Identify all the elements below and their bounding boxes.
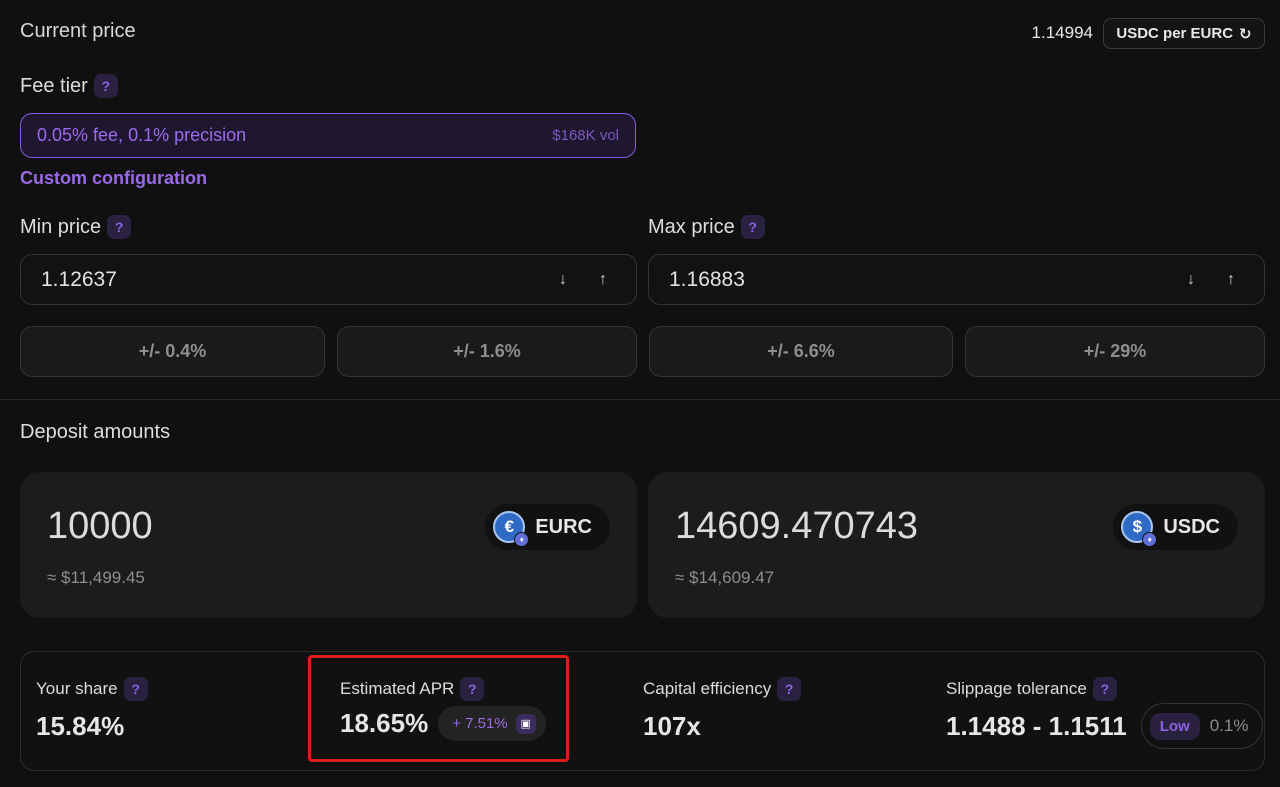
unit-toggle-button[interactable]: USDC per EURC ↻	[1103, 18, 1265, 49]
deposit-usd-value: ≈ $11,499.45	[47, 568, 145, 587]
current-price-label: Current price	[20, 20, 136, 42]
help-icon[interactable]: ?	[777, 677, 802, 701]
max-price-input[interactable]: 1.16883 ↓ ↑	[648, 254, 1265, 305]
fee-tier-heading: Fee tier ?	[20, 74, 118, 98]
deposit-card-eurc: 10000 ≈ $11,499.45 € ♦ EURC	[20, 472, 637, 618]
token-symbol: USDC	[1163, 515, 1220, 538]
help-icon[interactable]: ?	[740, 215, 765, 239]
estimated-apr-label: Estimated APR	[340, 679, 455, 698]
capital-efficiency-stat: Capital efficiency ? 107x	[643, 677, 802, 742]
deposit-amount-input[interactable]: 10000	[47, 505, 153, 547]
token-selector-usdc[interactable]: $ ♦ USDC	[1113, 504, 1238, 550]
your-share-stat: Your share ? 15.84%	[36, 677, 148, 742]
help-icon[interactable]: ?	[107, 215, 132, 239]
robot-icon: ▣	[515, 713, 536, 734]
min-price-input[interactable]: 1.12637 ↓ ↑	[20, 254, 637, 305]
arrow-up-icon[interactable]: ↑	[1227, 270, 1235, 288]
apr-boost-badge[interactable]: + 7.51% ▣	[438, 706, 546, 741]
help-icon[interactable]: ?	[123, 677, 148, 701]
eurc-token-icon: € ♦	[493, 511, 530, 547]
estimated-apr-value: 18.65%	[340, 708, 429, 738]
slippage-level-badge: Low	[1149, 712, 1200, 740]
apr-highlight-box	[308, 655, 569, 762]
range-preset-button[interactable]: +/- 29%	[965, 326, 1265, 377]
section-divider	[0, 399, 1280, 400]
range-preset-button[interactable]: +/- 0.4%	[20, 326, 325, 377]
max-price-label: Max price	[648, 215, 735, 238]
min-price-label: Min price	[20, 215, 102, 238]
slippage-range-value: 1.1488 - 1.1511	[946, 710, 1127, 741]
token-selector-eurc[interactable]: € ♦ EURC	[485, 504, 610, 550]
slippage-tolerance-stat: Slippage tolerance ? 1.1488 - 1.1511 Low…	[946, 677, 1264, 749]
ethereum-badge-icon: ♦	[514, 532, 530, 547]
deposit-card-usdc: 14609.470743 ≈ $14,609.47 $ ♦ USDC	[648, 472, 1265, 618]
deposit-usd-value: ≈ $14,609.47	[675, 568, 775, 587]
position-stats-panel	[20, 651, 1265, 771]
fee-tier-volume: $168K vol	[552, 127, 619, 144]
refresh-icon: ↻	[1239, 25, 1252, 43]
fee-tier-selector[interactable]: 0.05% fee, 0.1% precision $168K vol	[20, 113, 636, 158]
capital-efficiency-value: 107x	[643, 711, 701, 741]
range-preset-button[interactable]: +/- 6.6%	[649, 326, 953, 377]
token-symbol: EURC	[535, 515, 592, 538]
estimated-apr-stat: Estimated APR ? 18.65% + 7.51% ▣	[340, 677, 546, 741]
current-price-value: 1.14994	[1031, 23, 1093, 42]
your-share-label: Your share	[36, 679, 118, 698]
help-icon[interactable]: ?	[1092, 677, 1117, 701]
max-price-value[interactable]: 1.16883	[669, 267, 745, 291]
max-price-heading: Max price ?	[648, 215, 765, 239]
min-price-heading: Min price ?	[20, 215, 132, 239]
fee-tier-label: Fee tier	[20, 74, 88, 97]
custom-configuration-link[interactable]: Custom configuration	[20, 168, 207, 188]
deposit-amounts-heading: Deposit amounts	[20, 421, 171, 443]
slippage-percent: 0.1%	[1209, 716, 1249, 735]
arrow-down-icon[interactable]: ↓	[559, 270, 567, 288]
arrow-down-icon[interactable]: ↓	[1187, 270, 1195, 288]
help-icon[interactable]: ?	[460, 677, 485, 701]
your-share-value: 15.84%	[36, 711, 125, 741]
slippage-tolerance-label: Slippage tolerance	[946, 679, 1087, 698]
ethereum-badge-icon: ♦	[1142, 532, 1158, 547]
apr-boost-value: + 7.51%	[452, 715, 508, 732]
capital-efficiency-label: Capital efficiency	[643, 679, 772, 698]
deposit-amount-input[interactable]: 14609.470743	[675, 505, 919, 547]
range-preset-button[interactable]: +/- 1.6%	[337, 326, 637, 377]
help-icon[interactable]: ?	[93, 74, 118, 98]
unit-toggle-label: USDC per EURC	[1116, 25, 1234, 42]
slippage-setting-button[interactable]: Low 0.1%	[1140, 703, 1264, 749]
arrow-up-icon[interactable]: ↑	[599, 270, 607, 288]
usdc-token-icon: $ ♦	[1121, 511, 1158, 547]
min-price-value[interactable]: 1.12637	[41, 267, 117, 291]
fee-tier-selected: 0.05% fee, 0.1% precision	[37, 125, 247, 145]
